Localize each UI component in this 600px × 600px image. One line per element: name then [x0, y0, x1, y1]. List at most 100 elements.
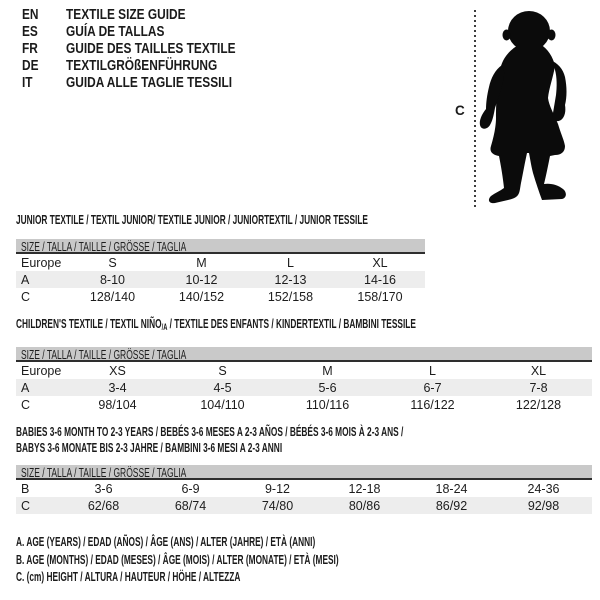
children-row-height: C 98/104 104/110 110/116 116/122 122/128: [16, 396, 592, 413]
value-cell: 158/170: [357, 289, 403, 304]
children-table: Europe XS S M L XL A 3-4 4-5 5-6 6-7 7-8…: [16, 362, 592, 413]
children-size-header-bar: SIZE / TALLA / TAILLE / GRÖSSE / TAGLIA: [16, 347, 592, 362]
baby-ear-right: [547, 29, 556, 41]
title-suffix: / TEXTILE DES ENFANTS / KINDERTEXTIL / B…: [167, 316, 416, 331]
row-label: Europe: [21, 255, 62, 270]
babies-table: B 3-6 6-9 9-12 12-18 18-24 24-36 C 62/68…: [16, 480, 592, 514]
height-measure-label: C: [455, 103, 465, 118]
language-row-de: DE TEXTILGRÖßENFÜHRUNG: [22, 58, 273, 75]
language-code: IT: [22, 75, 33, 91]
value-cell: 10-12: [185, 272, 218, 287]
note-age-years: A. AGE (YEARS) / EDAD (AÑOS) / ÂGE (ANS)…: [16, 533, 520, 551]
babies-title-line1: BABIES 3-6 MONTH TO 2-3 YEARS / BEBÉS 3-…: [16, 424, 404, 439]
baby-arm-left: [479, 65, 505, 129]
value-cell: 24-36: [527, 481, 560, 496]
baby-ear-left: [502, 29, 511, 41]
baby-head: [508, 11, 550, 51]
value-cell: 9-12: [264, 481, 291, 496]
value-cell: 74/80: [261, 498, 294, 513]
language-row-en: EN TEXTILE SIZE GUIDE: [22, 7, 273, 24]
note-age-months: B. AGE (MONTHS) / EDAD (MESES) / ÂGE (MO…: [16, 551, 520, 569]
note-text: A. AGE (YEARS) / EDAD (AÑOS) / ÂGE (ANS)…: [16, 534, 316, 549]
size-cell: S: [218, 363, 227, 378]
value-cell: 110/116: [305, 397, 350, 412]
babies-section-title: BABIES 3-6 MONTH TO 2-3 YEARS / BEBÉS 3-…: [16, 424, 600, 456]
value-cell: 3-4: [108, 380, 127, 395]
baby-silhouette: [479, 11, 567, 204]
children-section-title: CHILDREN'S TEXTILE / TEXTIL NIÑO/A / TEX…: [16, 316, 600, 335]
size-header-text: SIZE / TALLA / TAILLE / GRÖSSE / TAGLIA: [21, 240, 187, 254]
babies-size-header-bar: SIZE / TALLA / TAILLE / GRÖSSE / TAGLIA: [16, 465, 592, 480]
junior-section-title: JUNIOR TEXTILE / TEXTIL JUNIOR/ TEXTILE …: [16, 212, 566, 228]
size-cell: M: [322, 363, 333, 378]
language-row-fr: FR GUIDE DES TAILLES TEXTILE: [22, 41, 273, 58]
value-cell: 62/68: [87, 498, 120, 513]
value-cell: 5-6: [318, 380, 337, 395]
language-code: FR: [22, 41, 38, 57]
language-code: ES: [22, 24, 38, 40]
value-cell: 6-7: [423, 380, 442, 395]
children-row-sizes: Europe XS S M L XL: [16, 362, 592, 379]
value-cell: 8-10: [99, 272, 126, 287]
value-cell: 116/122: [410, 397, 455, 412]
junior-row-sizes: Europe S M L XL: [16, 254, 425, 271]
size-cell: XL: [530, 363, 547, 378]
baby-body: [488, 44, 566, 204]
value-cell: 80/86: [348, 498, 381, 513]
size-cell: XL: [372, 255, 388, 270]
note-text: B. AGE (MONTHS) / EDAD (MESES) / ÂGE (MO…: [16, 551, 339, 567]
value-cell: 152/158: [267, 289, 314, 304]
size-cell: XS: [109, 363, 126, 378]
row-label: Europe: [21, 363, 62, 378]
row-label: A: [21, 380, 30, 395]
value-cell: 12-13: [274, 272, 307, 287]
children-row-age: A 3-4 4-5 5-6 6-7 7-8: [16, 379, 592, 396]
note-text: C. (cm) HEIGHT / ALTURA / HAUTEUR / HÖHE…: [16, 569, 241, 584]
size-cell: S: [108, 255, 117, 270]
value-cell: 98/104: [98, 397, 137, 412]
title-subscript: /A: [161, 322, 168, 332]
note-height-cm: C. (cm) HEIGHT / ALTURA / HAUTEUR / HÖHE…: [16, 568, 520, 586]
value-cell: 18-24: [435, 481, 468, 496]
size-cell: M: [196, 255, 207, 270]
language-title: TEXTILGRÖßENFÜHRUNG: [66, 58, 218, 74]
value-cell: 6-9: [181, 481, 200, 496]
babies-size-table: SIZE / TALLA / TAILLE / GRÖSSE / TAGLIA …: [16, 465, 592, 514]
baby-arm-right: [550, 60, 567, 122]
language-list: EN TEXTILE SIZE GUIDE ES GUÍA DE TALLAS FR…: [22, 7, 273, 92]
junior-table: Europe S M L XL A 8-10 10-12 12-13 14-16…: [16, 254, 425, 305]
value-cell: 12-18: [348, 481, 381, 496]
row-label: A: [21, 272, 30, 287]
size-header-text: SIZE / TALLA / TAILLE / GRÖSSE / TAGLIA: [21, 348, 187, 362]
babies-row-height: C 62/68 68/74 74/80 80/86 86/92 92/98: [16, 497, 592, 514]
language-title: GUIDE DES TAILLES TEXTILE: [66, 41, 236, 57]
row-label: C: [21, 289, 31, 304]
value-cell: 4-5: [213, 380, 232, 395]
size-cell: L: [287, 255, 294, 270]
value-cell: 92/98: [527, 498, 560, 513]
language-row-es: ES GUÍA DE TALLAS: [22, 24, 273, 41]
children-section-title-text: CHILDREN'S TEXTILE / TEXTIL NIÑO/A / TEX…: [16, 316, 416, 335]
junior-row-age: A 8-10 10-12 12-13 14-16: [16, 271, 425, 288]
language-title: GUIDA ALLE TAGLIE TESSILI: [66, 75, 233, 91]
value-cell: 3-6: [94, 481, 113, 496]
size-header-text: SIZE / TALLA / TAILLE / GRÖSSE / TAGLIA: [21, 466, 187, 480]
language-title: GUÍA DE TALLAS: [66, 24, 165, 40]
children-size-table: SIZE / TALLA / TAILLE / GRÖSSE / TAGLIA …: [16, 347, 592, 413]
value-cell: 122/128: [515, 397, 562, 412]
row-label: C: [21, 498, 31, 513]
title-prefix: CHILDREN'S TEXTILE / TEXTIL NIÑO: [16, 316, 162, 331]
babies-row-months: B 3-6 6-9 9-12 12-18 18-24 24-36: [16, 480, 592, 497]
size-cell: L: [429, 363, 436, 378]
value-cell: 140/152: [178, 289, 225, 304]
value-cell: 7-8: [529, 380, 548, 395]
legend-notes: A. AGE (YEARS) / EDAD (AÑOS) / ÂGE (ANS)…: [16, 533, 520, 586]
value-cell: 86/92: [435, 498, 468, 513]
value-cell: 104/110: [200, 397, 245, 412]
value-cell: 128/140: [89, 289, 136, 304]
junior-section-title-text: JUNIOR TEXTILE / TEXTIL JUNIOR/ TEXTILE …: [16, 212, 368, 227]
junior-row-height: C 128/140 140/152 152/158 158/170: [16, 288, 425, 305]
language-code: EN: [22, 7, 39, 23]
language-title: TEXTILE SIZE GUIDE: [66, 7, 186, 23]
